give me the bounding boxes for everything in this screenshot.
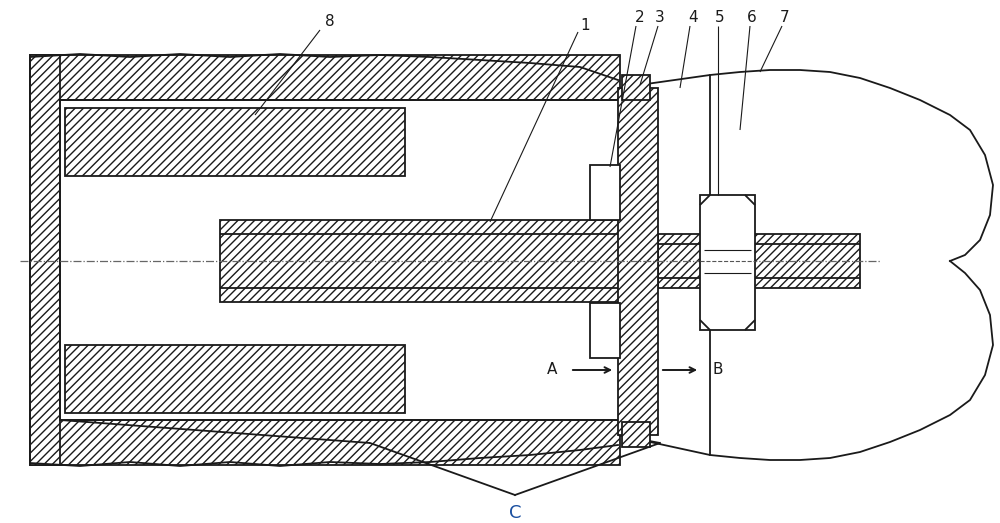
Text: 3: 3 [655,10,665,26]
Text: A: A [547,362,557,378]
Text: C: C [509,504,521,522]
Text: 8: 8 [325,15,335,29]
Bar [618,88,658,435]
Bar [30,55,620,100]
Bar [30,55,60,465]
Text: 5: 5 [715,10,725,26]
Bar [700,195,755,330]
Text: 6: 6 [747,10,757,26]
Text: 1: 1 [580,17,590,32]
Bar [658,234,860,288]
Bar [65,108,405,176]
Bar [622,75,650,100]
Text: B: B [713,362,724,378]
Bar [220,220,650,302]
Bar [590,165,620,220]
Bar [590,303,620,358]
Bar [65,345,405,413]
Bar [622,422,650,447]
Text: 2: 2 [635,10,645,26]
Bar [60,100,620,420]
Text: 7: 7 [780,10,790,26]
Text: 4: 4 [688,10,698,26]
Bar [30,415,620,465]
